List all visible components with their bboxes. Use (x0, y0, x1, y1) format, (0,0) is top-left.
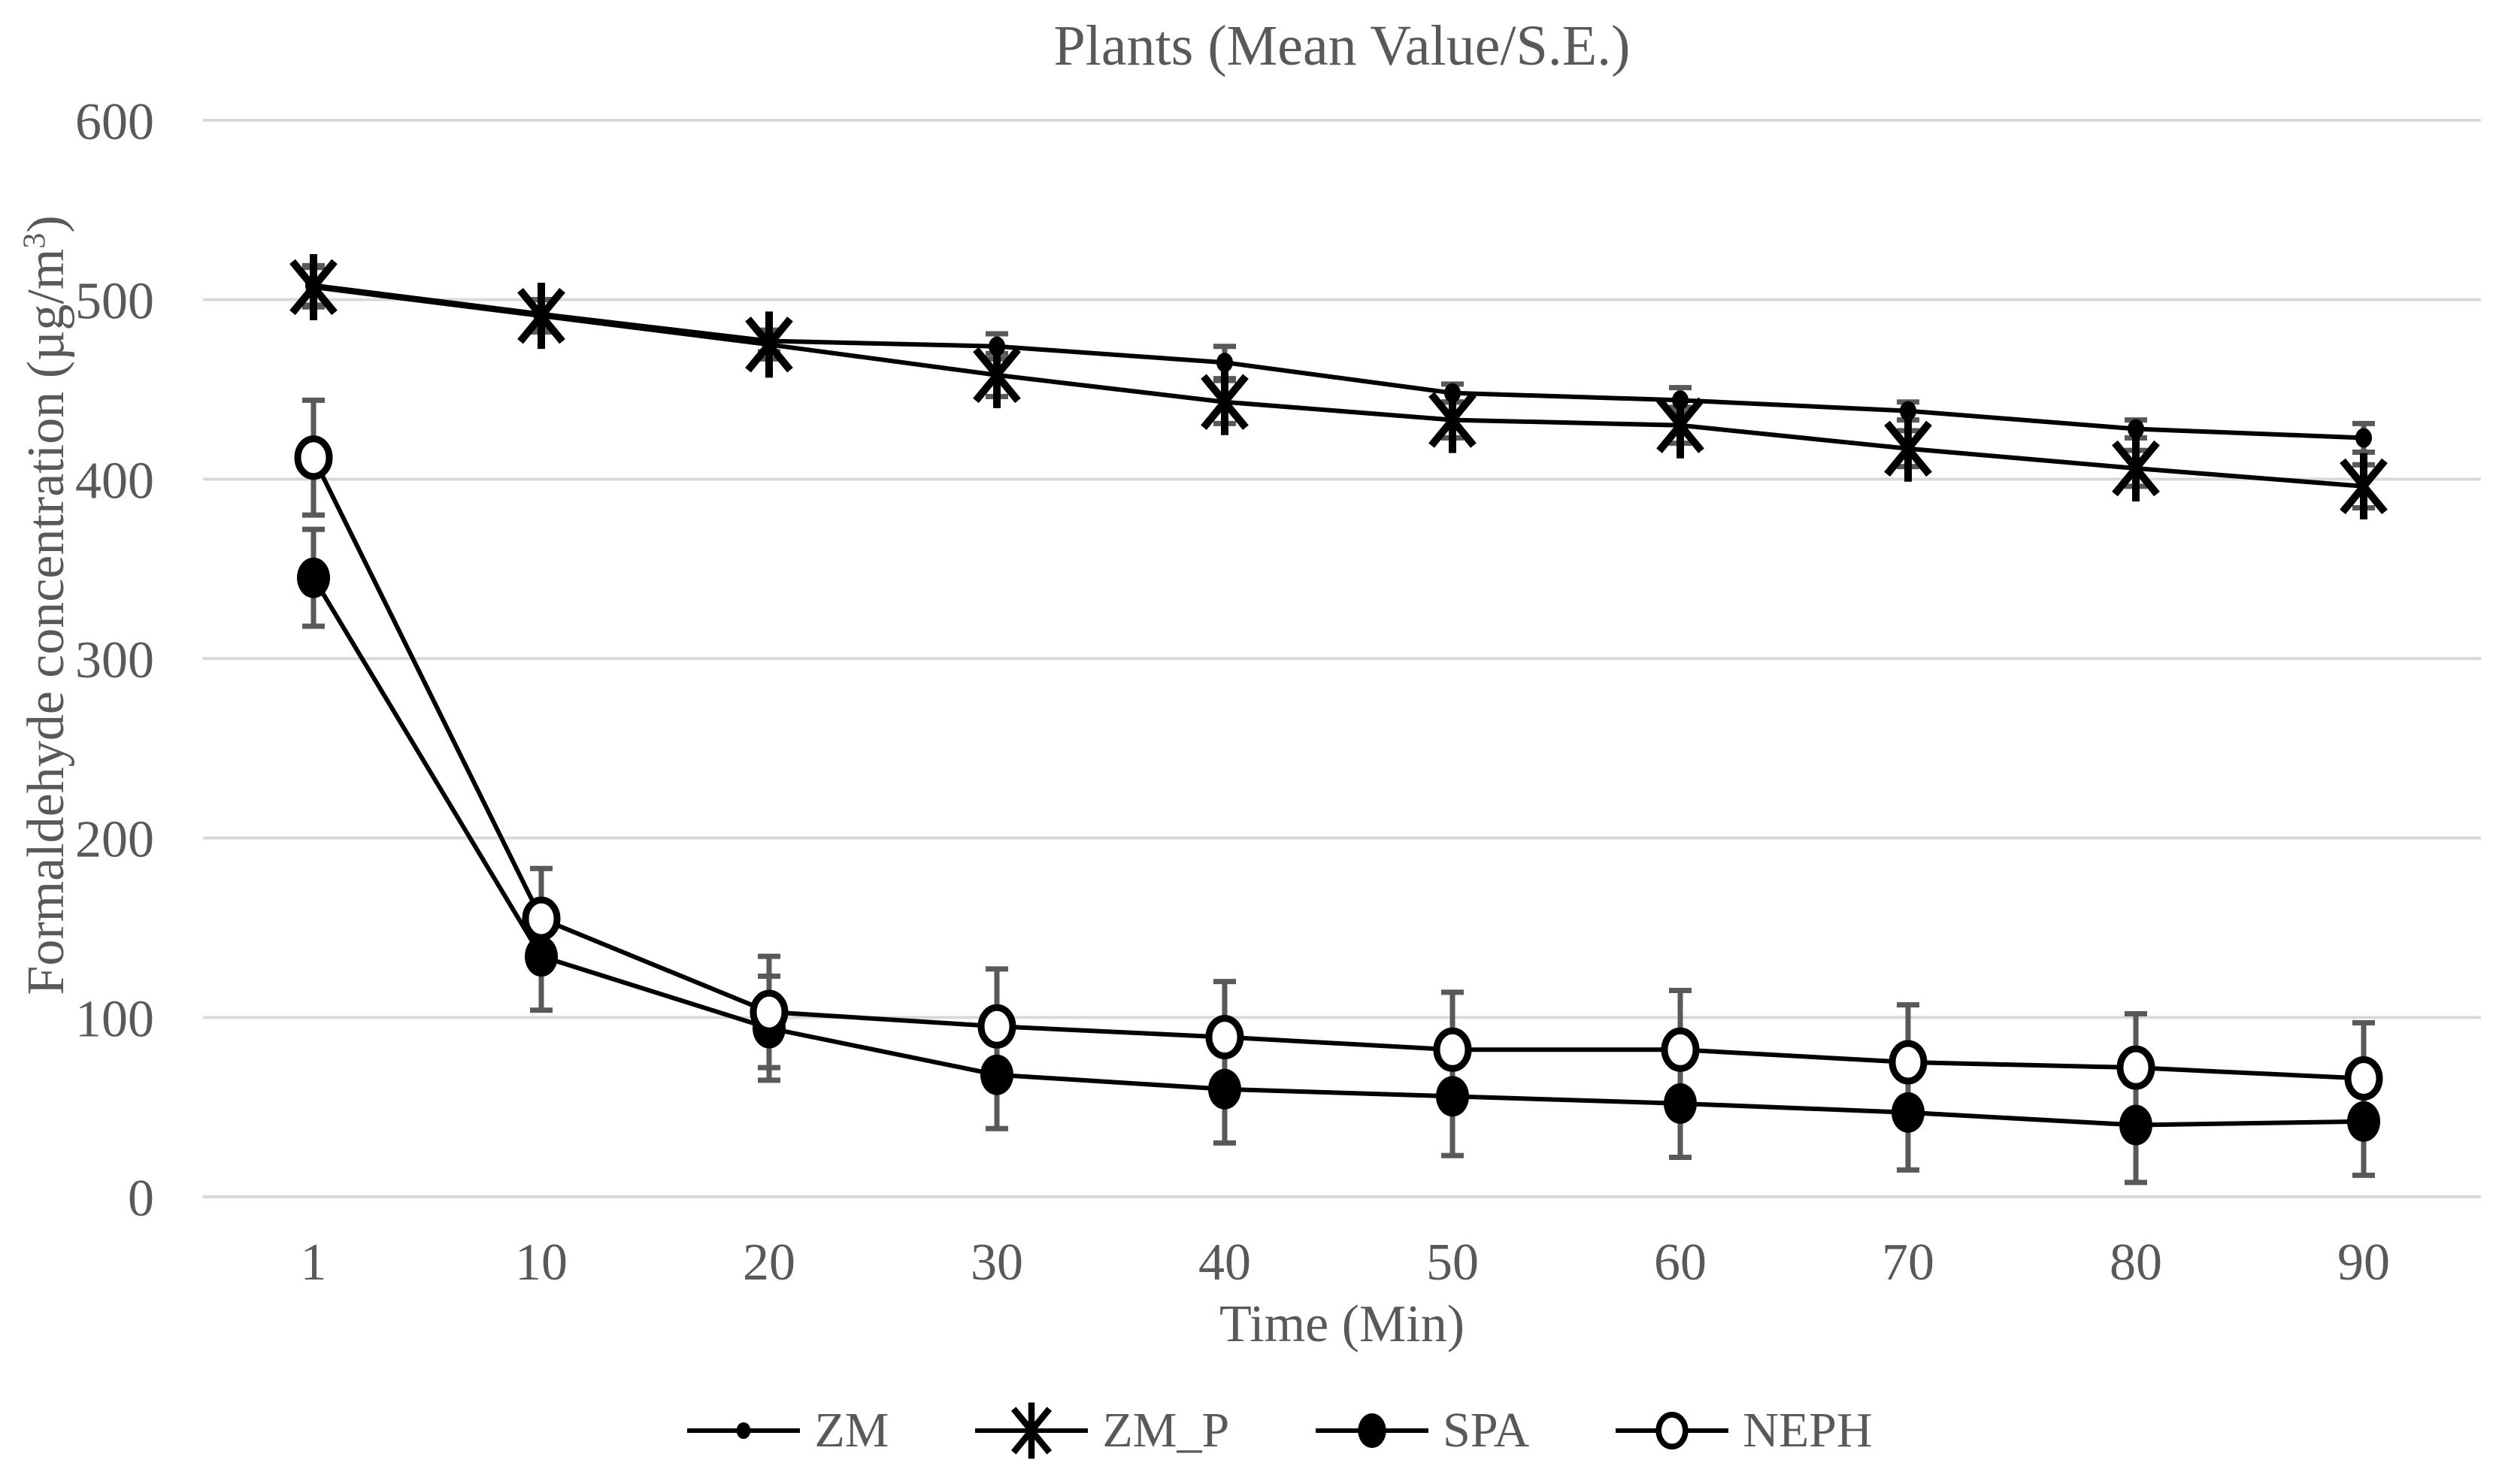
x-tick-label: 30 (971, 1234, 1023, 1292)
small-dot-marker-icon (2355, 428, 2372, 448)
y-tick-label: 200 (75, 811, 154, 869)
filled-circle-marker-icon (297, 557, 330, 598)
asterisk-marker-icon (2112, 440, 2160, 497)
small-dot-marker-icon (2128, 419, 2144, 439)
y-tick-label: 500 (75, 273, 154, 331)
filled-circle-marker-icon (525, 936, 558, 977)
open-circle-marker-icon (1889, 1040, 1928, 1085)
asterisk-marker-icon (1656, 397, 1704, 453)
filled-circle-marker-icon (2119, 1104, 2152, 1146)
series-line-SPA (311, 577, 2364, 1128)
asterisk-marker-icon (517, 287, 565, 344)
asterisk-marker-icon (2340, 458, 2388, 515)
x-tick-label: 70 (1882, 1234, 1934, 1292)
x-tick-label: 1 (301, 1234, 327, 1292)
legend-small-dot-sample (687, 1422, 801, 1440)
x-axis-title: Time (Min) (1219, 1295, 1465, 1353)
chart-title: Plants (Mean Value/S.E.) (1053, 14, 1631, 77)
filled-circle-marker-icon (1358, 1413, 1386, 1448)
y-tick-label: 300 (75, 631, 154, 689)
asterisk-marker-icon (1011, 1407, 1053, 1455)
y-tick-label: 400 (75, 452, 154, 510)
filled-circle-marker-icon (1436, 1076, 1469, 1117)
legend: ZM ZM_P SPA NEPH (51, 1389, 2505, 1472)
legend-label: SPA (1443, 1403, 1530, 1458)
open-circle-marker-icon (977, 1004, 1016, 1049)
x-tick-label: 90 (2337, 1234, 2390, 1292)
asterisk-marker-icon (289, 259, 338, 316)
y-tick-label: 600 (75, 93, 154, 151)
x-tick-label: 10 (515, 1234, 568, 1292)
y-tick-label: 0 (128, 1170, 154, 1228)
open-circle-marker-icon (750, 989, 789, 1034)
legend-label: ZM (814, 1403, 889, 1458)
asterisk-marker-icon (1201, 374, 1249, 430)
asterisk-marker-icon (745, 316, 793, 373)
filled-circle-marker-icon (980, 1054, 1013, 1095)
legend-label: ZM_P (1102, 1403, 1230, 1458)
filled-circle-marker-icon (1208, 1068, 1241, 1110)
x-tick-label: 50 (1426, 1234, 1479, 1292)
small-dot-marker-icon (737, 1422, 751, 1440)
filled-circle-marker-icon (2347, 1101, 2380, 1142)
series-line-NEPH (311, 456, 2364, 1081)
legend-item-NEPH: NEPH (1612, 1389, 1873, 1472)
filled-circle-marker-icon (1892, 1092, 1925, 1133)
open-circle-marker-icon (2116, 1045, 2155, 1090)
open-circle-marker-icon (1655, 1411, 1689, 1450)
filled-circle-marker-icon (1664, 1083, 1697, 1124)
x-tick-label: 60 (1654, 1234, 1707, 1292)
open-circle-marker-icon (522, 896, 561, 941)
open-circle-marker-icon (1205, 1015, 1244, 1060)
series-line-ZM_P (313, 284, 2364, 489)
x-tick-label: 40 (1198, 1234, 1251, 1292)
asterisk-marker-icon (973, 347, 1021, 404)
small-dot-marker-icon (1900, 401, 1916, 421)
series-line-ZM (313, 283, 2364, 441)
open-circle-marker-icon (2344, 1055, 2383, 1101)
x-tick-label: 80 (2110, 1234, 2162, 1292)
legend-item-ZM_P: ZM_P (971, 1389, 1229, 1472)
open-circle-marker-icon (1433, 1027, 1472, 1072)
legend-filled-circle-sample (1316, 1413, 1429, 1448)
x-tick-label: 20 (743, 1234, 795, 1292)
small-dot-marker-icon (1216, 353, 1233, 373)
asterisk-marker-icon (1428, 392, 1477, 448)
legend-item-SPA: SPA (1312, 1389, 1529, 1472)
open-circle-marker-icon (1661, 1027, 1700, 1072)
asterisk-marker-icon (1884, 420, 1932, 477)
legend-item-ZM: ZM (683, 1389, 889, 1472)
y-tick-label: 100 (75, 990, 154, 1048)
legend-open-circle-sample (1616, 1411, 1729, 1450)
open-circle-marker-icon (294, 435, 333, 480)
legend-asterisk-sample (975, 1402, 1089, 1459)
legend-label: NEPH (1743, 1403, 1873, 1458)
